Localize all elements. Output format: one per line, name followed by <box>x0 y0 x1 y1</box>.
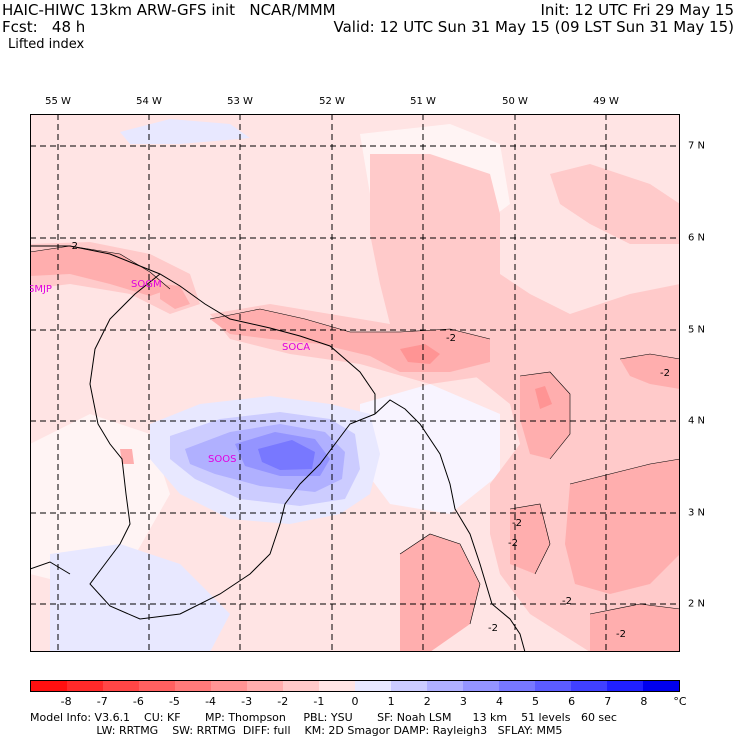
shade-negative-3 <box>535 386 552 409</box>
lat-label: 4 N <box>688 415 706 427</box>
model-info-line2: LW: RRTMG SW: RRTMG DIFF: full KM: 2D Sm… <box>30 724 563 737</box>
station-smjp: SMJP <box>30 284 52 295</box>
lon-label: 50 W <box>502 96 528 107</box>
shade-negative-2 <box>565 459 680 594</box>
contour-label: -2 <box>512 518 522 529</box>
shade-negative-2 <box>590 604 680 652</box>
colorbar-swatch <box>247 681 283 691</box>
colorbar-label: 7 <box>604 695 612 708</box>
lon-label: 54 W <box>136 96 162 107</box>
shade-negative-2 <box>30 246 170 296</box>
colorbar-label: 5 <box>532 695 540 708</box>
shade-negative-2 <box>400 534 480 652</box>
colorbar-swatch <box>175 681 211 691</box>
forecast-hour: Fcst: 48 h <box>2 18 86 36</box>
colorbar-swatch <box>355 681 391 691</box>
station-soca: SOCA <box>282 342 310 353</box>
contour-lines <box>30 245 680 625</box>
colorbar-swatch <box>211 681 247 691</box>
shade-positive-1 <box>120 119 250 144</box>
init-time: Init: 12 UTC Fri 29 May 15 <box>540 1 734 19</box>
contour-label: -2 <box>660 368 670 379</box>
model-title: HAIC-HIWC 13km ARW-GFS init NCAR/MMM <box>2 1 336 19</box>
station-soos: SOOS <box>208 454 236 465</box>
colorbar-swatch <box>31 681 67 691</box>
model-info-line1: Model Info: V3.6.1 CU: KF MP: Thompson P… <box>30 711 617 724</box>
lon-label: 52 W <box>319 96 345 107</box>
colorbar-unit: °C <box>673 695 687 708</box>
colorbar-label: -8 <box>60 695 72 708</box>
shade-negative-2 <box>120 449 134 464</box>
shade-negative-3 <box>400 344 440 364</box>
shade-negative-2 <box>160 284 190 309</box>
colorbar-swatch <box>463 681 499 691</box>
colorbar <box>30 680 680 692</box>
colorbar-swatch <box>571 681 607 691</box>
colorbar-swatch <box>283 681 319 691</box>
colorbar-label: -6 <box>132 695 144 708</box>
lat-label: 6 N <box>688 232 706 244</box>
colorbar-label: 6 <box>568 695 576 708</box>
shade-negative-2 <box>520 372 570 459</box>
colorbar-swatch <box>391 681 427 691</box>
shade-negative-2 <box>620 354 680 389</box>
colorbar-label: -7 <box>96 695 108 708</box>
colorbar-swatch <box>139 681 175 691</box>
colorbar-swatch <box>319 681 355 691</box>
colorbar-swatch <box>67 681 103 691</box>
shade-positive-1 <box>50 544 230 652</box>
contour-label: -2 <box>446 333 456 344</box>
shade-near-zero <box>30 414 170 584</box>
colorbar-swatch <box>643 681 679 691</box>
contour-label: -2 <box>68 241 78 252</box>
colorbar-label: 4 <box>495 695 503 708</box>
lat-label: 5 N <box>688 324 706 336</box>
contour-label: -2 <box>616 629 626 640</box>
map-border <box>30 114 680 652</box>
contour-label: -2 <box>508 538 518 549</box>
colorbar-label: 8 <box>640 695 648 708</box>
coastline <box>30 245 526 652</box>
colorbar-label: 0 <box>351 695 359 708</box>
lifted-index-map: -2 -2 -2 -2 -2 -2 -2 -2 SMJP SOGM SOCA S… <box>30 114 680 652</box>
shade-near-zero <box>360 384 500 514</box>
lon-label: 53 W <box>227 96 253 107</box>
station-sogm: SOGM <box>131 279 162 290</box>
field-name: Lifted index <box>8 37 85 52</box>
colorbar-swatch <box>499 681 535 691</box>
colorbar-label: -5 <box>168 695 180 708</box>
colorbar-swatch <box>535 681 571 691</box>
colorbar-label: 1 <box>387 695 395 708</box>
contour-label: -2 <box>488 623 498 634</box>
colorbar-swatch <box>103 681 139 691</box>
lat-label: 7 N <box>688 140 706 152</box>
colorbar-label: 2 <box>423 695 431 708</box>
valid-time: Valid: 12 UTC Sun 31 May 15 (09 LST Sun … <box>333 18 734 36</box>
lon-label: 55 W <box>45 96 71 107</box>
shade-positive-5 <box>258 440 315 470</box>
lat-label: 2 N <box>688 598 706 610</box>
colorbar-swatch <box>427 681 463 691</box>
lon-label: 51 W <box>410 96 436 107</box>
colorbar-label: -2 <box>277 695 289 708</box>
lat-label: 3 N <box>688 507 706 519</box>
shade-negative-2 <box>510 504 550 574</box>
colorbar-label: -3 <box>241 695 253 708</box>
lat-lon-grid <box>30 114 680 652</box>
shade-negative-1 <box>550 164 680 244</box>
lon-label: 49 W <box>593 96 619 107</box>
contour-label: -2 <box>562 596 572 607</box>
colorbar-label: -4 <box>205 695 217 708</box>
colorbar-label: 3 <box>459 695 467 708</box>
colorbar-label: -1 <box>313 695 325 708</box>
colorbar-swatch <box>607 681 643 691</box>
